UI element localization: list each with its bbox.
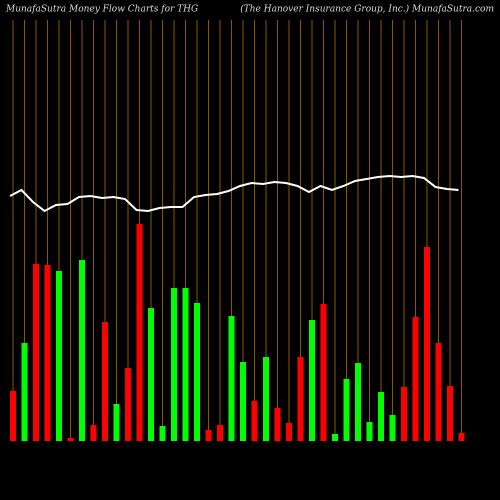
- bar: [447, 386, 453, 441]
- bar: [44, 265, 51, 441]
- bar: [274, 408, 281, 441]
- bar: [355, 363, 361, 441]
- bar: [67, 438, 74, 441]
- bar: [309, 320, 315, 441]
- bar: [102, 322, 108, 441]
- bar: [378, 392, 384, 441]
- bar: [33, 264, 39, 441]
- bar: [366, 422, 373, 441]
- bar: [251, 401, 258, 441]
- bar: [125, 368, 131, 441]
- bar: [90, 425, 97, 441]
- chart-subtitle: (The Hanover Insurance Group, Inc.) Muna…: [240, 4, 494, 15]
- bar: [240, 362, 246, 441]
- bar: [113, 404, 120, 441]
- bar: [205, 430, 212, 441]
- bar: [171, 288, 177, 441]
- bar: [435, 343, 442, 441]
- bar: [182, 288, 189, 441]
- bar: [228, 316, 235, 441]
- bar: [10, 391, 16, 441]
- bar: [297, 357, 304, 441]
- bar: [136, 224, 143, 441]
- bar: [79, 260, 85, 441]
- bar: [389, 415, 396, 441]
- bar: [159, 426, 166, 441]
- bar: [194, 303, 200, 441]
- price-line: [9, 174, 459, 213]
- bar: [148, 308, 154, 441]
- bar: [412, 317, 419, 441]
- bar: [401, 387, 407, 441]
- bar: [343, 379, 350, 441]
- bar: [320, 304, 327, 441]
- bar: [21, 343, 28, 441]
- bar: [332, 434, 338, 441]
- bar: [458, 433, 465, 441]
- bar: [263, 357, 269, 441]
- bar: [56, 271, 62, 441]
- bar: [217, 425, 223, 441]
- bar: [424, 247, 430, 441]
- chart-title: MunafaSutra Money Flow Charts for THG: [5, 5, 198, 15]
- bar: [286, 423, 292, 441]
